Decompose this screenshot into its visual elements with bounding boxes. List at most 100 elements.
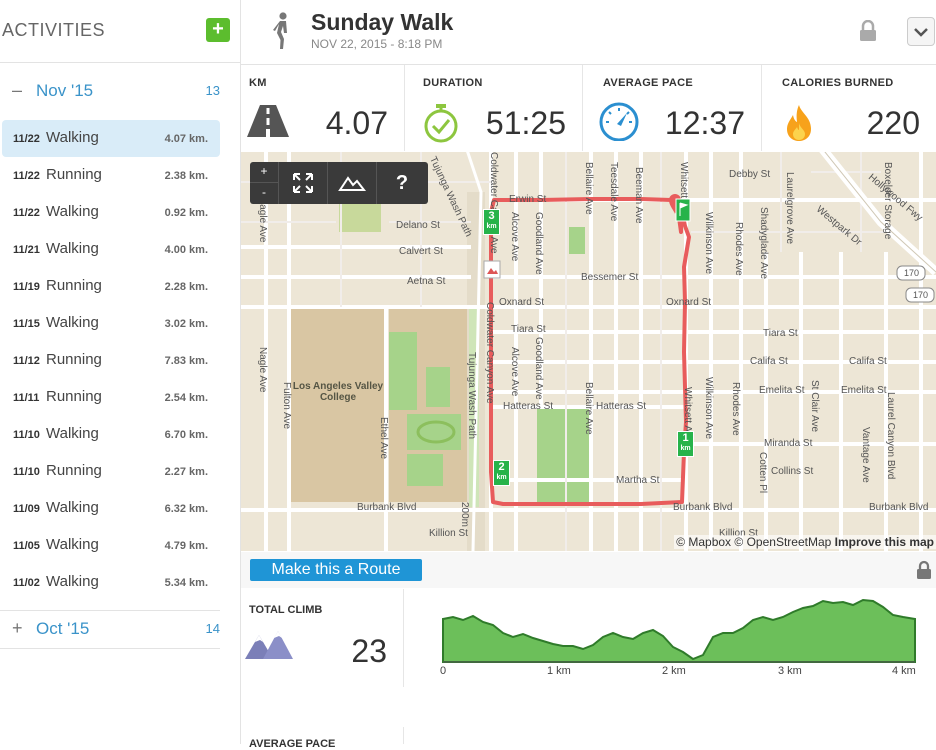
activity-row[interactable]: 11/22 Running 2.38 km. (2, 157, 220, 194)
activity-date: 11/05 (13, 540, 40, 552)
map-label: Killion St (429, 528, 468, 539)
km-marker[interactable]: 3 km (483, 209, 500, 235)
osm-link[interactable]: © OpenStreetMap (734, 535, 832, 549)
map-label: Tujunga Wash Path (466, 352, 477, 440)
map-label: Miranda St (764, 438, 813, 449)
map-label: Debby St (729, 169, 771, 180)
activity-row[interactable]: 11/05 Walking 4.79 km. (2, 527, 220, 564)
activity-row[interactable]: 11/21 Walking 4.00 km. (2, 231, 220, 268)
month-count: 14 (205, 621, 220, 636)
map-label: Oxnard St (499, 297, 545, 308)
terrain-button[interactable] (328, 162, 377, 204)
km-marker[interactable]: 1 km (677, 431, 694, 457)
activity-type: Walking (46, 203, 99, 220)
map-label: Laurelgrove Ave (784, 172, 795, 245)
finish-flag-icon[interactable] (675, 198, 693, 224)
map-label: Vantage Ave (860, 427, 871, 483)
route-map[interactable]: Erwin St Delano St Calvert St Aetna St B… (241, 152, 936, 551)
highway-shield: 170 (913, 290, 929, 300)
elevation-profile[interactable]: 0 1 km 2 km 3 km 4 km (403, 589, 936, 687)
activity-type: Running (46, 351, 102, 368)
month-group-nov[interactable]: – Nov '15 13 (0, 71, 230, 111)
activity-type: Walking (46, 314, 99, 331)
mountain-icon (338, 176, 367, 191)
lock-icon[interactable] (859, 20, 877, 42)
activity-date: NOV 22, 2015 - 8:18 PM (311, 37, 443, 51)
options-dropdown-button[interactable] (907, 17, 935, 46)
activity-row[interactable]: 11/09 Walking 6.32 km. (2, 490, 220, 527)
km-marker[interactable]: 2 km (493, 460, 510, 486)
add-activity-button[interactable]: + (206, 18, 230, 42)
month-count: 13 (205, 83, 220, 98)
map-label: Erwin St (509, 194, 547, 205)
activity-date: 11/21 (13, 244, 40, 256)
activity-row[interactable]: 11/12 Running 7.83 km. (2, 342, 220, 379)
activity-row[interactable]: 11/11 Running 2.54 km. (2, 379, 220, 416)
lock-icon[interactable] (916, 560, 932, 580)
speedometer-icon (599, 102, 639, 141)
collapse-icon: – (12, 80, 23, 100)
mountains-icon (245, 631, 293, 659)
activity-row[interactable]: 11/10 Walking 6.70 km. (2, 416, 220, 453)
elevation-axis-label: 4 km (892, 665, 916, 677)
map-label: Alcove Ave (509, 347, 520, 397)
activity-row[interactable]: 11/10 Running 2.27 km. (2, 453, 220, 490)
map-label: Burbank Blvd (869, 502, 929, 513)
map-label: Bellaire Ave (583, 162, 594, 215)
photo-marker-icon[interactable] (483, 260, 501, 280)
highway-shield: 170 (904, 268, 920, 278)
map-label: Boxelder Storage (882, 162, 893, 240)
elevation-axis-label: 3 km (778, 665, 802, 677)
activity-date: 11/22 (13, 207, 40, 219)
activity-row[interactable]: 11/02 Walking 5.34 km. (2, 564, 220, 601)
zoom-in-button[interactable]: + (250, 162, 278, 183)
map-label: Tiara St (763, 328, 798, 339)
help-button[interactable]: ? (395, 172, 409, 194)
map-label: Teesdale Ave (608, 162, 619, 222)
activity-distance: 4.00 km. (164, 244, 208, 256)
activity-date: 11/10 (13, 429, 40, 441)
stat-label: AVERAGE PACE (603, 77, 693, 89)
activities-sidebar: ACTIVITIES + – Nov '15 13 11/22 Walking 4.… (0, 0, 241, 744)
map-label: Martha St (616, 475, 660, 486)
activity-type: Running (46, 462, 102, 479)
month-label: Oct '15 (36, 619, 90, 638)
stat-duration: DURATION 51:25 (404, 65, 583, 151)
elevation-area (442, 598, 916, 663)
improve-map-link[interactable]: Improve this map (834, 535, 934, 549)
activity-type: Running (46, 277, 102, 294)
make-route-button[interactable]: Make this a Route (250, 559, 422, 581)
stat-distance: KM 4.07 (241, 65, 405, 151)
stat-value: 4.07 (325, 105, 388, 141)
activity-distance: 2.27 km. (164, 466, 208, 478)
map-label: Alcove Ave (509, 212, 520, 262)
road-icon (247, 105, 289, 137)
map-label: Wilkinson Ave (703, 377, 714, 440)
chevron-down-icon (914, 28, 928, 37)
activity-row[interactable]: 11/22 Walking 0.92 km. (2, 194, 220, 231)
climb-value: 23 (351, 633, 387, 669)
map-label: Rhodes Ave (733, 222, 744, 276)
map-label: Bellaire Ave (583, 382, 594, 435)
elevation-axis-label: 1 km (547, 665, 571, 677)
activity-row[interactable]: 11/22 Walking 4.07 km. (2, 120, 220, 157)
activity-row[interactable]: 11/15 Walking 3.02 km. (2, 305, 220, 342)
expand-icon: + (12, 618, 23, 638)
map-label: Oxnard St (666, 297, 712, 308)
month-group-oct[interactable]: + Oct '15 14 (0, 609, 230, 649)
fullscreen-button[interactable] (279, 162, 328, 204)
activity-type: Running (46, 166, 102, 183)
map-label: Calvert St (399, 246, 443, 257)
map-label: Ethel Ave (378, 417, 389, 460)
activity-type: Running (46, 388, 102, 405)
map-label: Califa St (750, 356, 788, 367)
activity-distance: 6.32 km. (164, 503, 208, 515)
stopwatch-icon (424, 104, 458, 143)
zoom-out-button[interactable]: - (262, 185, 266, 199)
map-label: Fulton Ave (281, 382, 292, 430)
activity-row[interactable]: 11/19 Running 2.28 km. (2, 268, 220, 305)
activity-distance: 5.34 km. (164, 577, 208, 589)
elevation-chart (442, 598, 916, 663)
flame-icon (787, 105, 811, 141)
mapbox-link[interactable]: © Mapbox (676, 535, 732, 549)
